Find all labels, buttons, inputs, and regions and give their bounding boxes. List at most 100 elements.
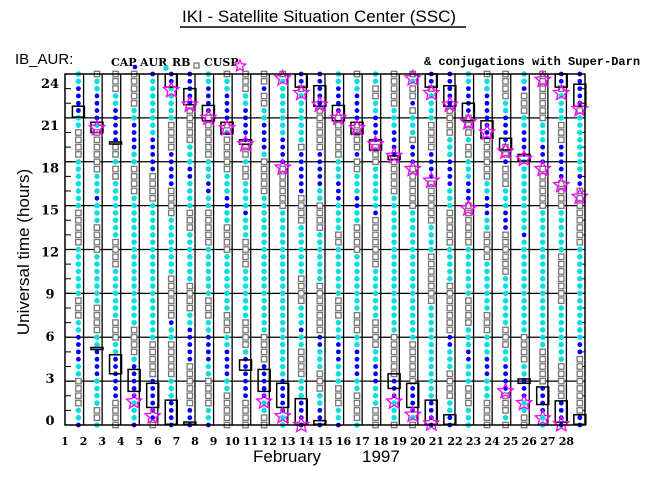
aur-point <box>558 100 565 107</box>
x-tick-label: 4 <box>117 435 125 448</box>
cap-point <box>168 181 174 187</box>
cap-point <box>577 93 583 99</box>
aur-point <box>149 85 156 92</box>
aur-point <box>279 100 286 107</box>
cap-point <box>94 108 100 113</box>
cusp-point <box>199 108 218 126</box>
cap-point <box>243 393 248 399</box>
rb-point <box>465 224 472 231</box>
rb-point <box>446 304 454 312</box>
aur-point <box>94 180 100 187</box>
aur-point <box>75 195 82 202</box>
cap-point <box>261 371 267 377</box>
rb-point <box>316 311 324 319</box>
aur-point <box>112 188 119 194</box>
rb-point <box>242 319 249 326</box>
aur-point <box>409 275 416 282</box>
rb-point <box>427 187 435 195</box>
rb-point <box>372 85 379 92</box>
aur-point <box>409 261 416 267</box>
cap-point <box>298 173 304 179</box>
conjugation-box <box>573 83 587 107</box>
y-tick-label: 0 <box>45 414 54 429</box>
aur-point <box>242 100 249 107</box>
aur-point <box>279 217 286 224</box>
aur-point <box>484 268 490 275</box>
rb-point <box>167 341 175 348</box>
rb-point <box>149 348 157 356</box>
cap-point <box>94 93 100 99</box>
aur-point <box>131 195 137 202</box>
aur-point <box>168 100 175 107</box>
aur-point <box>205 202 212 209</box>
cap-point <box>410 152 416 157</box>
rb-point <box>186 114 194 122</box>
rb-point <box>223 136 231 144</box>
cap-point <box>187 415 193 421</box>
aur-point <box>465 275 472 282</box>
x-tick-label: 9 <box>210 435 218 448</box>
cap-point <box>466 356 471 362</box>
rb-point <box>75 297 82 305</box>
cap-point <box>410 386 416 391</box>
cusp-point <box>421 83 441 101</box>
rb-point <box>242 399 249 407</box>
rb-point <box>149 363 157 370</box>
cap-point <box>484 371 490 377</box>
cap-point <box>317 152 323 157</box>
aur-point <box>502 107 509 114</box>
rb-point <box>502 333 509 341</box>
rb-point <box>242 407 249 414</box>
rb-point <box>520 107 528 114</box>
rb-point <box>427 253 435 261</box>
rb-point <box>316 304 324 312</box>
rb-point <box>520 348 528 356</box>
cap-point <box>503 364 508 369</box>
aur-point <box>484 217 490 224</box>
aur-point <box>205 414 212 421</box>
aur-point <box>354 78 360 85</box>
aur-point <box>75 254 82 260</box>
aur-point <box>224 188 230 194</box>
aur-point <box>131 202 137 209</box>
aur-point <box>502 319 509 326</box>
rb-point <box>75 136 82 144</box>
conjugation-box <box>90 346 104 351</box>
rb-point <box>205 385 212 392</box>
rb-point <box>242 85 249 92</box>
rb-point <box>502 238 509 246</box>
aur-point <box>447 195 453 202</box>
aur-point <box>298 232 305 238</box>
aur-point <box>279 363 286 370</box>
aur-point <box>187 180 193 187</box>
aur-point <box>205 78 212 85</box>
cap-point <box>503 217 508 223</box>
aur-point <box>131 312 137 319</box>
cusp-point <box>440 94 459 113</box>
day-column <box>496 70 515 429</box>
rb-point <box>335 136 342 144</box>
rb-point <box>557 268 565 275</box>
rb-point <box>465 304 472 312</box>
aur-point <box>577 319 583 326</box>
rb-point <box>539 180 547 188</box>
cap-point <box>447 86 453 92</box>
aur-point <box>428 334 435 341</box>
aur-point <box>298 268 305 275</box>
rb-point <box>223 326 231 334</box>
aur-point <box>521 115 527 121</box>
day-column <box>570 71 589 428</box>
aur-point <box>558 246 565 253</box>
rb-point <box>186 370 194 378</box>
aur-point <box>298 137 305 143</box>
cap-point <box>484 356 490 362</box>
cap-point <box>298 166 304 172</box>
aur-point <box>279 312 286 319</box>
cusp-point <box>329 108 348 126</box>
aur-point <box>224 78 230 85</box>
aur-point <box>317 254 323 260</box>
aur-point <box>354 305 360 311</box>
rb-point <box>427 143 435 151</box>
cap-point <box>94 349 100 355</box>
cap-point <box>113 122 118 128</box>
